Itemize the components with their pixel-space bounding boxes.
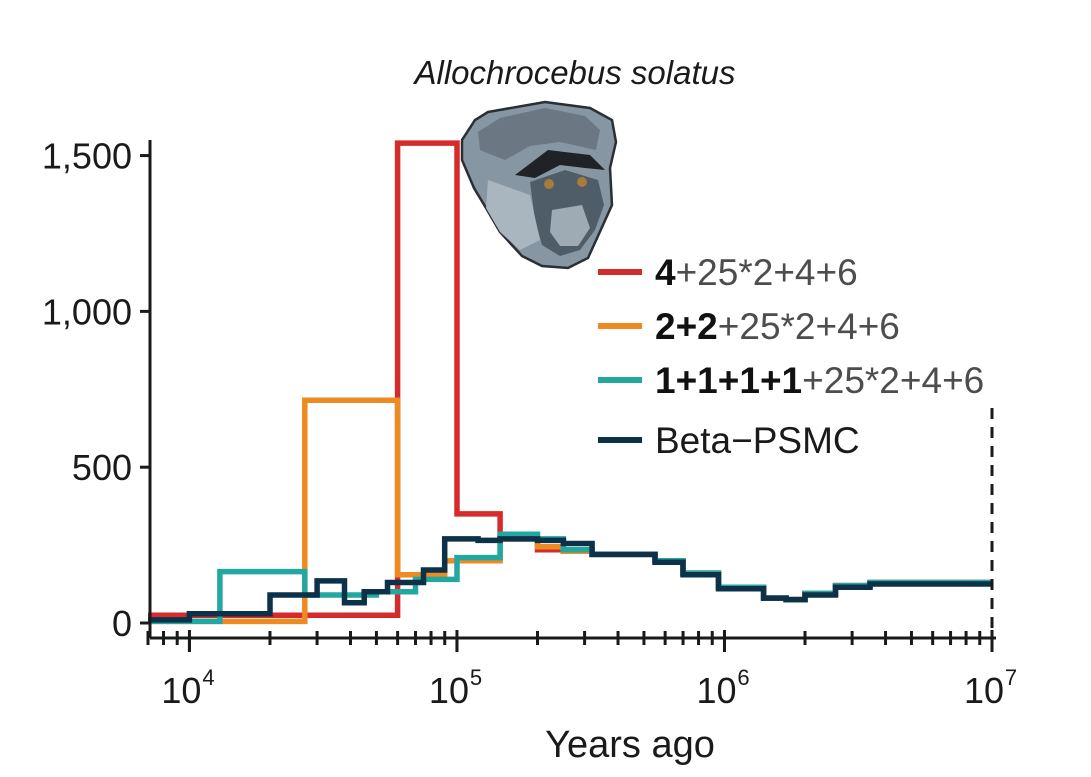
legend-label-rest: Beta−PSMC — [655, 420, 860, 461]
legend-label-rest: +25*2+4+6 — [676, 252, 858, 293]
x-tick-label-base: 10 — [429, 670, 469, 711]
y-tick-label: 0 — [112, 603, 132, 644]
monkey-head-crown — [478, 108, 600, 160]
legend-label: Beta−PSMC — [655, 420, 860, 461]
legend-label-bold: 4 — [655, 252, 676, 293]
y-axis-ticks: 0 500 1,000 1,500 — [42, 136, 150, 644]
y-tick-label: 500 — [72, 447, 132, 488]
monkey-left-eye — [544, 179, 554, 189]
legend-label-bold: 2+2 — [655, 306, 718, 347]
legend: 4+25*2+4+62+2+25*2+4+61+1+1+1+25*2+4+6Be… — [598, 252, 984, 461]
y-tick-label: 1,000 — [42, 291, 132, 332]
x-tick-label-exponent: 7 — [1005, 665, 1017, 690]
legend-label-rest: +25*2+4+6 — [802, 360, 984, 401]
series-line-3 — [148, 531, 992, 625]
x-tick-label-exponent: 5 — [470, 665, 482, 690]
legend-label: 4+25*2+4+6 — [655, 252, 858, 293]
x-tick-label-base: 10 — [696, 670, 736, 711]
y-tick-label: 1,500 — [42, 136, 132, 177]
monkey-cheek — [486, 180, 540, 250]
legend-label: 1+1+1+1+25*2+4+6 — [655, 360, 984, 401]
monkey-muzzle — [550, 205, 590, 246]
x-axis-ticks: 10 4 10 5 10 6 10 7 — [146, 630, 1017, 711]
plot-lines — [148, 140, 992, 625]
monkey-right-eye — [577, 177, 587, 187]
monkey-head-illustration — [460, 100, 618, 270]
monkey-brow — [515, 150, 605, 178]
legend-label-bold: 1+1+1+1 — [655, 360, 802, 401]
chart-title: Allochrocebus solatus — [412, 54, 735, 91]
x-tick-label-base: 10 — [964, 670, 1004, 711]
legend-label: 2+2+25*2+4+6 — [655, 306, 900, 347]
legend-label-rest: +25*2+4+6 — [718, 306, 900, 347]
x-axis-label: Years ago — [545, 724, 715, 766]
x-tick-label-exponent: 4 — [202, 665, 214, 690]
x-tick-label-exponent: 6 — [737, 665, 749, 690]
x-tick-label-base: 10 — [161, 670, 201, 711]
series-line-4 — [148, 536, 992, 623]
